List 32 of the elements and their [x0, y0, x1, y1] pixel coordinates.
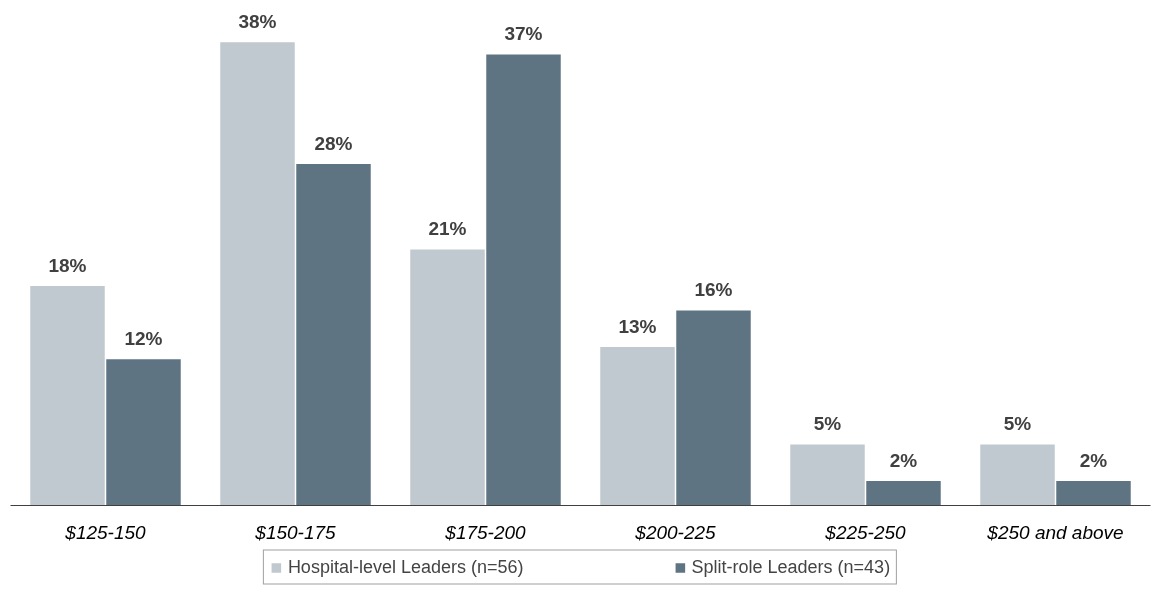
- data-label: 2%: [889, 449, 918, 471]
- x-tick-label: $150-175: [254, 521, 337, 543]
- data-label: 38%: [238, 11, 277, 32]
- x-tick-label: $175-200: [444, 521, 527, 543]
- x-tick-label: $125-150: [64, 521, 147, 543]
- bar: [296, 164, 371, 506]
- legend-label: Hospital-level Leaders (n=56): [287, 556, 524, 578]
- bar: [676, 310, 751, 506]
- data-label: 28%: [314, 132, 353, 154]
- data-label: 5%: [1003, 413, 1032, 435]
- x-tick-label: $225-250: [824, 521, 907, 543]
- data-label: 13%: [618, 315, 657, 337]
- data-label: 16%: [694, 279, 733, 301]
- bar: [220, 42, 295, 506]
- bar: [30, 286, 105, 506]
- bar: [1056, 481, 1131, 506]
- data-label: 5%: [813, 413, 842, 435]
- bar: [866, 481, 941, 506]
- x-tick-label: $250 and above: [986, 521, 1124, 543]
- data-label: 37%: [504, 23, 543, 45]
- bar: [106, 359, 181, 506]
- bar: [486, 54, 561, 506]
- bar: [410, 249, 485, 506]
- data-label: 2%: [1079, 449, 1108, 471]
- data-label: 21%: [428, 218, 467, 240]
- bar: [980, 444, 1055, 506]
- data-label: 12%: [124, 328, 163, 349]
- x-tick-label: $200-225: [634, 521, 717, 543]
- legend-label: Split-role Leaders (n=43): [691, 556, 891, 578]
- bar: [600, 347, 675, 506]
- data-label: 18%: [48, 254, 87, 276]
- bar: [790, 444, 865, 506]
